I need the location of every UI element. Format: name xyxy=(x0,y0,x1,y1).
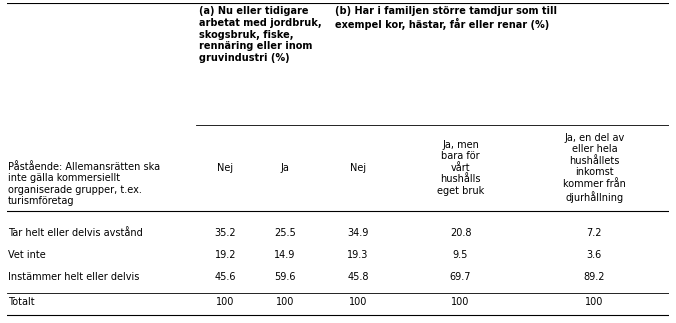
Text: 20.8: 20.8 xyxy=(450,228,471,238)
Text: 100: 100 xyxy=(276,297,294,307)
Text: 34.9: 34.9 xyxy=(347,228,368,238)
Text: 7.2: 7.2 xyxy=(587,228,602,238)
Text: Instämmer helt eller delvis: Instämmer helt eller delvis xyxy=(8,272,139,282)
Text: Ja: Ja xyxy=(281,163,289,173)
Text: 89.2: 89.2 xyxy=(583,272,605,282)
Text: 100: 100 xyxy=(585,297,604,307)
Text: Vet inte: Vet inte xyxy=(8,250,46,260)
Text: 9.5: 9.5 xyxy=(453,250,468,260)
Text: 100: 100 xyxy=(349,297,367,307)
Text: Ja, en del av
eller hela
hushållets
inkomst
kommer från
djurhållning: Ja, en del av eller hela hushållets inko… xyxy=(563,133,626,203)
Text: 3.6: 3.6 xyxy=(587,250,602,260)
Text: Tar helt eller delvis avstånd: Tar helt eller delvis avstånd xyxy=(8,228,143,238)
Text: 19.3: 19.3 xyxy=(347,250,368,260)
Text: Påstående: Allemansrätten ska
inte gälla kommersiellt
organiserade grupper, t.ex: Påstående: Allemansrätten ska inte gälla… xyxy=(8,162,160,206)
Text: 100: 100 xyxy=(452,297,470,307)
Text: Nej: Nej xyxy=(217,163,233,173)
Text: 19.2: 19.2 xyxy=(214,250,236,260)
Text: 59.6: 59.6 xyxy=(274,272,296,282)
Text: Totalt: Totalt xyxy=(8,297,34,307)
Text: Nej: Nej xyxy=(349,163,366,173)
Text: 69.7: 69.7 xyxy=(450,272,471,282)
Text: 45.6: 45.6 xyxy=(214,272,236,282)
Text: 25.5: 25.5 xyxy=(274,228,296,238)
Text: 35.2: 35.2 xyxy=(214,228,236,238)
Text: (b) Har i familjen större tamdjur som till
exempel kor, hästar, får eller renar : (b) Har i familjen större tamdjur som ti… xyxy=(335,6,557,30)
Text: Ja, men
bara för
vårt
hushålls
eget bruk: Ja, men bara för vårt hushålls eget bruk xyxy=(437,140,484,196)
Text: 45.8: 45.8 xyxy=(347,272,368,282)
Text: (a) Nu eller tidigare
arbetat med jordbruk,
skogsbruk, fiske,
rennäring eller in: (a) Nu eller tidigare arbetat med jordbr… xyxy=(199,6,322,63)
Text: 100: 100 xyxy=(216,297,235,307)
Text: 14.9: 14.9 xyxy=(274,250,295,260)
